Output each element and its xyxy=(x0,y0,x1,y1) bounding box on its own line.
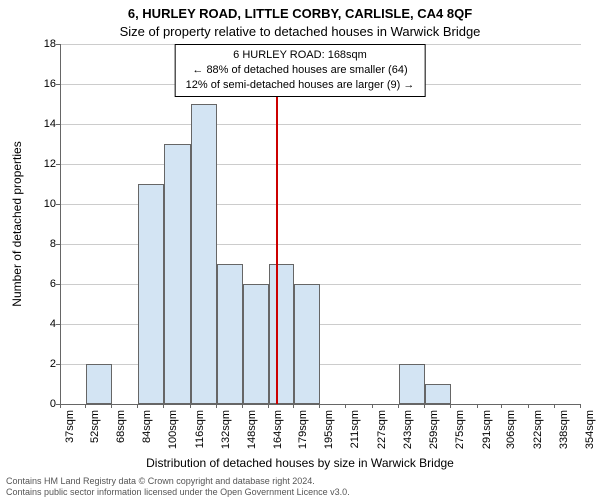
title-main: 6, HURLEY ROAD, LITTLE CORBY, CARLISLE, … xyxy=(0,6,600,21)
y-tick-label: 10 xyxy=(26,198,56,210)
callout-line3: 12% of semi-detached houses are larger (… xyxy=(186,78,415,93)
x-tick-label: 68sqm xyxy=(115,410,127,443)
histogram-bar xyxy=(86,364,112,404)
plot-area xyxy=(60,44,581,405)
x-tick-label: 195sqm xyxy=(323,410,335,449)
histogram-bar xyxy=(425,384,451,404)
y-axis-label: Number of detached properties xyxy=(10,141,24,306)
y-tick-label: 12 xyxy=(26,158,56,170)
footer-line1: Contains HM Land Registry data © Crown c… xyxy=(6,476,350,487)
x-tick-label: 338sqm xyxy=(558,410,570,449)
footer-attribution: Contains HM Land Registry data © Crown c… xyxy=(6,476,350,498)
x-axis-label: Distribution of detached houses by size … xyxy=(0,456,600,470)
x-tick-label: 116sqm xyxy=(194,410,206,448)
histogram-bar xyxy=(138,184,164,404)
y-tick-label: 6 xyxy=(26,278,56,290)
y-tick-label: 14 xyxy=(26,118,56,130)
y-tick-label: 18 xyxy=(26,38,56,50)
x-tick-label: 132sqm xyxy=(220,410,232,449)
histogram-bar xyxy=(243,284,269,404)
x-tick-label: 259sqm xyxy=(428,410,440,449)
y-tick-label: 16 xyxy=(26,78,56,90)
y-tick-label: 4 xyxy=(26,318,56,330)
x-tick-label: 52sqm xyxy=(89,410,101,443)
x-tick-label: 227sqm xyxy=(376,410,388,449)
histogram-bar xyxy=(191,104,217,404)
histogram-bar xyxy=(294,284,320,404)
x-tick-label: 275sqm xyxy=(454,410,466,449)
callout-line1: 6 HURLEY ROAD: 168sqm xyxy=(186,48,415,63)
x-tick-label: 306sqm xyxy=(505,410,517,449)
x-tick-label: 291sqm xyxy=(481,410,493,449)
x-tick-label: 84sqm xyxy=(141,410,153,443)
x-tick-label: 100sqm xyxy=(167,410,179,449)
x-tick-label: 148sqm xyxy=(246,410,258,449)
x-tick-label: 322sqm xyxy=(532,410,544,449)
y-tick-label: 8 xyxy=(26,238,56,250)
bars xyxy=(61,44,581,404)
x-tick-label: 37sqm xyxy=(64,410,76,443)
callout-line2: ← 88% of detached houses are smaller (64… xyxy=(186,63,415,78)
y-tick-label: 0 xyxy=(26,398,56,410)
title-sub: Size of property relative to detached ho… xyxy=(0,24,600,39)
x-tick-label: 354sqm xyxy=(584,410,596,449)
y-tick-label: 2 xyxy=(26,358,56,370)
histogram-bar xyxy=(164,144,190,404)
chart-container: 6, HURLEY ROAD, LITTLE CORBY, CARLISLE, … xyxy=(0,0,600,500)
x-tick-label: 179sqm xyxy=(297,410,309,449)
histogram-bar xyxy=(217,264,243,404)
histogram-bar xyxy=(269,264,294,404)
histogram-bar xyxy=(399,364,425,404)
callout-box: 6 HURLEY ROAD: 168sqm ← 88% of detached … xyxy=(175,44,426,97)
x-tick-label: 243sqm xyxy=(402,410,414,449)
x-tick-label: 164sqm xyxy=(272,410,284,449)
footer-line2: Contains public sector information licen… xyxy=(6,487,350,498)
x-tick-label: 211sqm xyxy=(349,410,361,448)
